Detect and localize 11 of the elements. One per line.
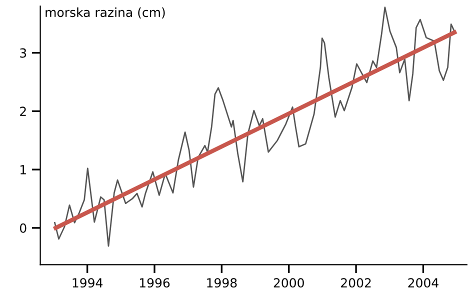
y-tick-label: 2: [20, 106, 26, 116]
y-tick-label: 1: [20, 165, 26, 174]
y-axis-title: morska razina (cm): [46, 7, 165, 19]
y-tick-label: 3: [20, 48, 26, 58]
x-tick-label: 2002: [341, 278, 371, 288]
x-tick-label: 2004: [408, 278, 438, 288]
y-tick-label: 0: [20, 223, 26, 233]
x-tick-label: 2000: [274, 278, 304, 288]
x-tick-label: 1996: [140, 278, 170, 288]
x-tick-label: 1994: [72, 278, 103, 288]
x-tick-label: 1998: [207, 278, 237, 288]
